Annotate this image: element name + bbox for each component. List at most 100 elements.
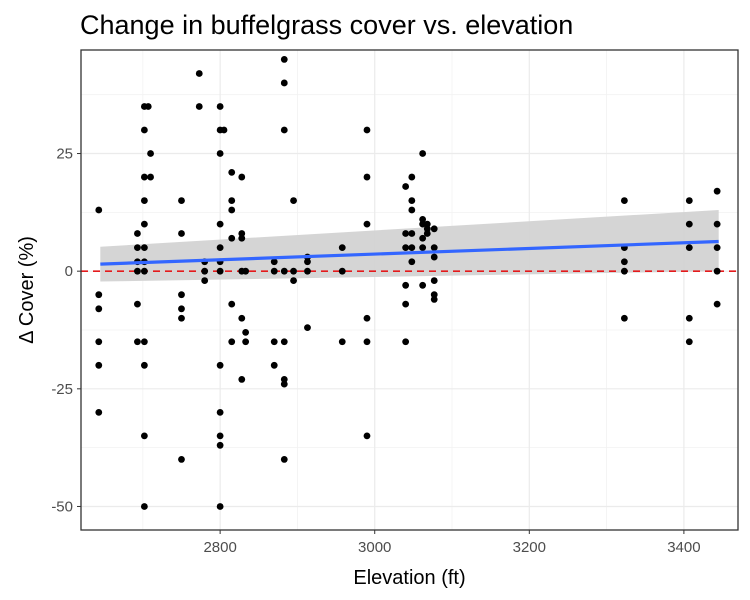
x-tick-label: 3000 xyxy=(358,539,391,556)
data-point xyxy=(363,220,371,228)
data-point xyxy=(363,432,371,440)
data-point xyxy=(304,258,311,266)
trend-line xyxy=(100,239,719,266)
data-point xyxy=(713,220,721,228)
data-point xyxy=(402,338,410,346)
data-point xyxy=(95,361,103,369)
y-axis-ticks: -50 -25 0 25 xyxy=(51,146,81,515)
data-point xyxy=(423,230,431,237)
data-point xyxy=(242,338,250,346)
data-point xyxy=(430,296,438,303)
data-point xyxy=(338,244,346,252)
data-point xyxy=(178,197,185,204)
data-point xyxy=(178,314,185,322)
data-point xyxy=(290,197,297,204)
data-points xyxy=(95,56,721,510)
data-point xyxy=(270,258,278,266)
data-point xyxy=(238,314,246,322)
x-tick-label: 2800 xyxy=(203,539,236,556)
data-point xyxy=(140,244,148,252)
data-point xyxy=(228,234,236,242)
data-point xyxy=(228,168,236,176)
data-point xyxy=(228,197,236,204)
data-point xyxy=(430,244,438,252)
data-point xyxy=(713,187,721,195)
x-tick-label: 3200 xyxy=(513,539,546,556)
data-point xyxy=(140,173,148,181)
data-point xyxy=(220,126,228,134)
data-point xyxy=(216,432,224,440)
data-point xyxy=(713,300,721,308)
data-point xyxy=(216,408,224,416)
data-point xyxy=(134,267,141,275)
data-point xyxy=(216,103,224,110)
y-tick-label: -50 xyxy=(51,498,73,515)
data-point xyxy=(238,230,246,237)
data-point xyxy=(95,338,103,346)
data-point xyxy=(228,300,236,308)
data-point xyxy=(134,300,141,308)
data-point xyxy=(713,267,721,275)
data-point xyxy=(147,150,154,157)
data-point xyxy=(195,103,203,110)
data-point xyxy=(408,197,416,204)
data-point xyxy=(402,244,410,252)
data-point xyxy=(228,206,236,214)
data-point xyxy=(140,267,148,275)
data-point xyxy=(402,230,410,237)
data-point xyxy=(430,253,438,261)
data-point xyxy=(178,291,185,299)
data-point xyxy=(430,225,438,233)
data-point xyxy=(216,441,224,449)
data-point xyxy=(620,267,628,275)
data-point xyxy=(242,328,250,336)
data-point xyxy=(419,281,427,289)
data-point xyxy=(408,244,416,252)
data-point xyxy=(134,244,141,252)
plot-border xyxy=(80,49,739,531)
data-point xyxy=(195,70,203,77)
data-point xyxy=(338,267,346,275)
x-tick-label: 3400 xyxy=(667,539,700,556)
data-point xyxy=(270,338,278,346)
data-point xyxy=(280,79,288,87)
data-point xyxy=(216,244,224,252)
data-point xyxy=(430,277,438,284)
data-point xyxy=(363,126,371,134)
data-point xyxy=(408,206,416,214)
data-point xyxy=(620,197,628,204)
data-point xyxy=(216,503,224,510)
data-point xyxy=(620,314,628,322)
data-point xyxy=(408,173,416,181)
data-point xyxy=(280,376,288,383)
data-point xyxy=(402,281,410,289)
data-point xyxy=(304,324,311,332)
data-point xyxy=(280,380,288,388)
x-axis-ticks: 2800 3000 3200 3400 xyxy=(203,530,701,556)
x-axis-title: Elevation (ft) xyxy=(353,567,465,589)
y-tick-label: 25 xyxy=(56,146,73,163)
data-point xyxy=(270,267,278,275)
data-point xyxy=(140,503,148,510)
data-point xyxy=(140,126,148,134)
data-point xyxy=(338,338,346,346)
data-point xyxy=(280,267,288,275)
data-point xyxy=(216,267,224,275)
data-point xyxy=(685,314,693,322)
data-point xyxy=(178,305,185,313)
chart-title: Change in buffelgrass cover vs. elevatio… xyxy=(80,10,573,40)
data-point xyxy=(95,408,103,416)
data-point xyxy=(134,338,141,346)
data-point xyxy=(280,338,288,346)
data-point xyxy=(685,197,693,204)
data-point xyxy=(95,291,103,299)
data-point xyxy=(304,267,311,275)
data-point xyxy=(290,267,297,275)
data-point xyxy=(408,230,416,237)
plot-panel xyxy=(81,50,738,530)
data-point xyxy=(363,338,371,346)
data-point xyxy=(430,291,438,299)
data-point xyxy=(238,173,246,181)
data-point xyxy=(685,244,693,252)
